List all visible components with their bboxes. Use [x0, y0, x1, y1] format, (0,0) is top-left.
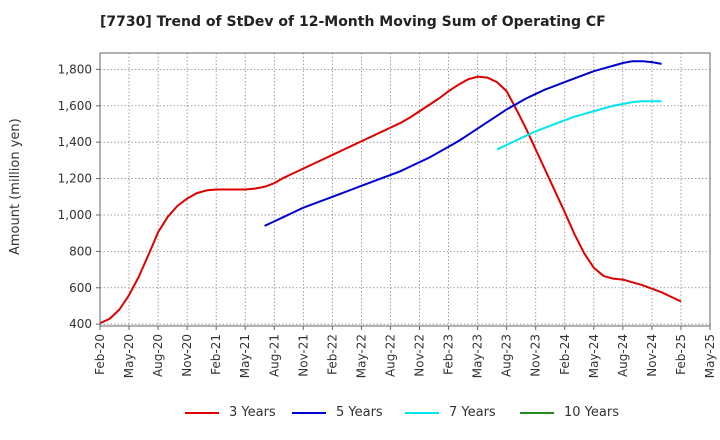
- legend-swatch-5-years: [292, 411, 326, 414]
- series-line-5-years: [264, 60, 662, 227]
- x-tick-label: Nov-21: [296, 334, 310, 377]
- y-tick-label: 1,600: [58, 99, 92, 113]
- x-tick-label: Aug-20: [151, 334, 165, 377]
- grid-layer: [100, 53, 710, 326]
- legend-swatch-7-years: [405, 411, 439, 414]
- y-tick-label: 800: [69, 244, 92, 258]
- x-tick-label: Aug-23: [500, 334, 514, 377]
- series-layer: [99, 60, 682, 325]
- x-tick-label: May-25: [703, 334, 717, 378]
- y-tick-label: 1,800: [58, 62, 92, 76]
- legend-swatch-3-years: [185, 411, 219, 414]
- x-tick-label: Feb-22: [325, 334, 339, 375]
- legend-label-5-years: 5 Years: [336, 405, 383, 420]
- series-line-7-years: [496, 100, 662, 151]
- x-tick-label: Feb-21: [209, 334, 223, 375]
- legend-item-5-years: 5 Years: [292, 405, 383, 420]
- x-tick-label: Aug-24: [616, 334, 630, 377]
- y-tick-labels: 400 600 800 1,000 1,200 1,400 1,600 1,800: [58, 62, 100, 331]
- legend-item-7-years: 7 Years: [405, 405, 496, 420]
- legend-label-10-years: 10 Years: [564, 405, 619, 420]
- x-tick-label: May-24: [587, 334, 601, 378]
- plot-frame: [99, 52, 711, 327]
- y-tick-label: 400: [69, 317, 92, 331]
- x-tick-label: Feb-23: [442, 334, 456, 375]
- x-tick-label: May-21: [238, 334, 252, 378]
- legend-label-7-years: 7 Years: [449, 405, 496, 420]
- legend-item-10-years: 10 Years: [520, 405, 619, 420]
- x-tick-label: Nov-20: [180, 334, 194, 377]
- x-tick-label: May-23: [471, 334, 485, 378]
- legend-swatch-10-years: [520, 411, 554, 414]
- legend: 3 Years 5 Years 7 Years 10 Years: [0, 405, 720, 425]
- y-tick-label: 1,200: [58, 172, 92, 186]
- x-tick-labels: Feb-20 May-20 Aug-20 Nov-20 Feb-21 May-21 Aug-…: [93, 326, 717, 378]
- x-tick-label: Nov-23: [529, 334, 543, 377]
- x-tick-label: Aug-22: [383, 334, 397, 377]
- x-tick-label: Aug-21: [267, 334, 281, 377]
- series-line-3-years: [99, 75, 682, 325]
- y-tick-label: 1,400: [58, 135, 92, 149]
- legend-label-3-years: 3 Years: [229, 405, 276, 420]
- y-tick-label: 600: [69, 281, 92, 295]
- legend-item-3-years: 3 Years: [185, 405, 276, 420]
- x-tick-label: Feb-24: [558, 334, 572, 375]
- y-tick-label: 1,000: [58, 208, 92, 222]
- x-tick-label: May-20: [122, 334, 136, 378]
- x-tick-label: Feb-25: [674, 334, 688, 375]
- x-tick-label: Feb-20: [93, 334, 107, 375]
- x-tick-label: May-22: [354, 334, 368, 378]
- chart-title: [7730] Trend of StDev of 12-Month Moving…: [100, 14, 606, 30]
- x-tick-label: Nov-24: [645, 334, 659, 377]
- x-tick-label: Nov-22: [413, 334, 427, 377]
